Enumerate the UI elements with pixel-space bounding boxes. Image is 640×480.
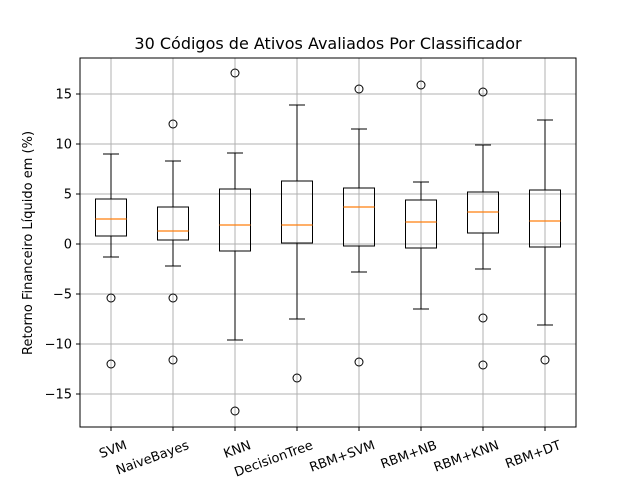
outlier-point [168,355,178,365]
outlier-point [416,80,426,90]
outlier-point [230,406,240,416]
outlier-point [478,87,488,97]
box-rbm-knn [467,87,499,370]
y-tick-label: −10 [45,338,72,353]
outlier-point [230,68,240,78]
outlier-point [292,373,302,383]
outlier-point [478,360,488,370]
box-rbm-dt [529,119,561,365]
iqr-box [219,188,251,252]
y-tick-label: 5 [64,188,72,203]
y-tick-label: −5 [53,288,72,303]
iqr-box [405,199,437,249]
outlier-point [478,313,488,323]
y-tick-label: −15 [45,388,72,403]
iqr-box [95,198,127,237]
outlier-point [106,293,116,303]
chart-title: 30 Códigos de Ativos Avaliados Por Class… [134,34,522,53]
boxes-layer [95,68,561,416]
outlier-point [106,359,116,369]
outlier-point [540,355,550,365]
box-knn [219,68,251,416]
y-tick-label: 10 [55,138,72,153]
box-naivebayes [157,119,189,365]
y-tick-label: 0 [64,238,72,253]
y-tick-label: 15 [55,88,72,103]
outlier-point [354,84,364,94]
box-rbm-svm [343,84,375,367]
box-decisiontree [281,104,313,383]
outlier-point [354,357,364,367]
y-axis-label: Retorno Financeiro Líquido em (%) [21,131,36,355]
iqr-box [343,187,375,247]
box-svm [95,153,127,369]
iqr-box [529,189,561,248]
iqr-box [281,180,313,244]
iqr-box [157,206,189,241]
plot-frame [79,57,577,428]
box-rbm-nb [405,80,437,310]
outlier-point [168,293,178,303]
outlier-point [168,119,178,129]
